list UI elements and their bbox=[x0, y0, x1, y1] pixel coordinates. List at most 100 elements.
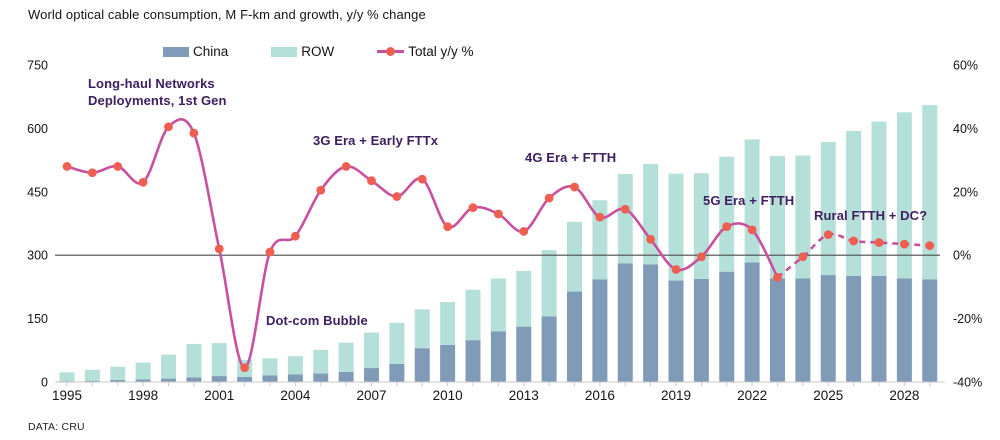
bar-china-2015 bbox=[567, 291, 582, 382]
annotation-long-haul: Long-haul Networks Deployments, 1st Gen bbox=[88, 76, 227, 108]
x-axis-label-2025: 2025 bbox=[813, 388, 843, 403]
bar-row-2023 bbox=[770, 155, 785, 279]
x-axis-label-2010: 2010 bbox=[433, 388, 463, 403]
marker-2011 bbox=[468, 203, 478, 213]
bar-china-2005 bbox=[313, 373, 329, 382]
legend-label-china: China bbox=[193, 44, 229, 59]
right-axis-label-40: 40% bbox=[953, 122, 978, 136]
marker-2021 bbox=[722, 222, 732, 232]
bar-row-2027 bbox=[871, 121, 887, 276]
bar-row-1995 bbox=[59, 372, 75, 382]
marker-2009 bbox=[417, 174, 427, 184]
source-label: DATA: CRU bbox=[28, 421, 85, 433]
bar-row-2021 bbox=[719, 156, 735, 272]
right-axis-label-0: 0% bbox=[953, 249, 971, 263]
marker-2019 bbox=[671, 265, 681, 274]
bar-row-1998 bbox=[135, 362, 151, 380]
bar-china-2001 bbox=[211, 376, 227, 382]
bar-china-2012 bbox=[490, 331, 506, 382]
bar-china-1997 bbox=[110, 379, 126, 382]
x-axis-label-2007: 2007 bbox=[356, 388, 386, 403]
row-swatch-icon bbox=[271, 46, 298, 57]
marker-2010 bbox=[443, 222, 453, 232]
bar-row-2017 bbox=[617, 174, 633, 264]
bar-china-2006 bbox=[338, 371, 354, 382]
legend-item-china: China bbox=[163, 44, 228, 59]
bar-china-2000 bbox=[186, 377, 202, 382]
bar-row-2004 bbox=[287, 356, 303, 375]
marker-2026 bbox=[849, 236, 859, 246]
left-axis-label-600: 600 bbox=[27, 122, 48, 136]
bar-china-2019 bbox=[668, 280, 684, 382]
marker-2029 bbox=[925, 241, 935, 251]
bar-row-1999 bbox=[161, 354, 176, 379]
bar-row-2011 bbox=[465, 289, 481, 341]
marker-2014 bbox=[544, 193, 554, 203]
bar-china-2022 bbox=[744, 262, 760, 382]
line-marker-icon bbox=[377, 47, 405, 57]
marker-2016 bbox=[595, 212, 605, 222]
bar-row-2025 bbox=[820, 141, 836, 276]
bar-china-2017 bbox=[617, 263, 633, 382]
bar-china-2007 bbox=[364, 368, 379, 382]
bar-row-2000 bbox=[186, 343, 202, 378]
marker-2020 bbox=[696, 252, 706, 262]
marker-2000 bbox=[189, 128, 199, 138]
marker-2017 bbox=[620, 204, 630, 214]
marker-2028 bbox=[899, 239, 909, 249]
marker-2024 bbox=[798, 252, 808, 262]
annotation-dotcom: Dot-com Bubble bbox=[266, 313, 368, 328]
bar-china-2025 bbox=[820, 275, 836, 382]
left-axis-label-0: 0 bbox=[41, 376, 48, 390]
legend-item-total-yy: Total y/y % bbox=[377, 44, 474, 59]
bar-row-2029 bbox=[922, 105, 938, 280]
x-axis-label-2016: 2016 bbox=[585, 388, 615, 403]
bar-china-2016 bbox=[592, 279, 608, 382]
bar-row-2005 bbox=[313, 349, 329, 374]
marker-1996 bbox=[87, 168, 97, 178]
bar-china-2021 bbox=[719, 271, 735, 382]
bar-china-2014 bbox=[541, 316, 557, 382]
bar-row-2009 bbox=[414, 309, 430, 349]
x-axis-label-1995: 1995 bbox=[52, 388, 82, 403]
bar-row-2026 bbox=[846, 130, 862, 276]
bar-row-2006 bbox=[338, 342, 354, 372]
bar-china-2027 bbox=[871, 275, 887, 382]
bar-china-2023 bbox=[770, 278, 785, 382]
x-axis-label-1998: 1998 bbox=[128, 388, 158, 403]
x-axis-label-2001: 2001 bbox=[204, 388, 234, 403]
marker-2003 bbox=[265, 247, 275, 257]
marker-2002 bbox=[240, 363, 250, 373]
bar-row-2024 bbox=[795, 155, 811, 279]
marker-1999 bbox=[164, 122, 173, 132]
right-axis-label-60: 60% bbox=[953, 59, 978, 73]
bar-china-2011 bbox=[465, 340, 481, 382]
legend-label-row: ROW bbox=[301, 44, 335, 59]
bar-china-2020 bbox=[693, 278, 709, 382]
marker-2012 bbox=[493, 209, 503, 219]
marker-2018 bbox=[646, 234, 656, 244]
marker-2022 bbox=[747, 225, 757, 235]
marker-1997 bbox=[113, 162, 123, 171]
bar-row-2010 bbox=[440, 302, 456, 345]
bar-row-2007 bbox=[364, 332, 379, 369]
legend-item-row: ROW bbox=[271, 44, 334, 59]
marker-2025 bbox=[823, 230, 833, 239]
annotation-4g-era: 4G Era + FTTH bbox=[525, 150, 617, 165]
left-axis-label-450: 450 bbox=[27, 185, 48, 199]
annotation-3g-era: 3G Era + Early FTTx bbox=[313, 133, 439, 148]
bar-row-2014 bbox=[541, 250, 557, 317]
marker-2008 bbox=[392, 192, 402, 201]
right-axis-label-20: 20% bbox=[953, 185, 978, 199]
bar-row-2028 bbox=[896, 112, 912, 279]
bar-row-2016 bbox=[592, 200, 608, 280]
x-axis-label-2022: 2022 bbox=[737, 388, 767, 403]
x-axis-label-2028: 2028 bbox=[889, 388, 919, 403]
bar-row-2018 bbox=[643, 163, 659, 265]
china-swatch-icon bbox=[163, 46, 189, 57]
bar-china-2029 bbox=[922, 279, 938, 382]
bar-row-2012 bbox=[490, 278, 506, 332]
bar-china-2013 bbox=[516, 326, 532, 382]
